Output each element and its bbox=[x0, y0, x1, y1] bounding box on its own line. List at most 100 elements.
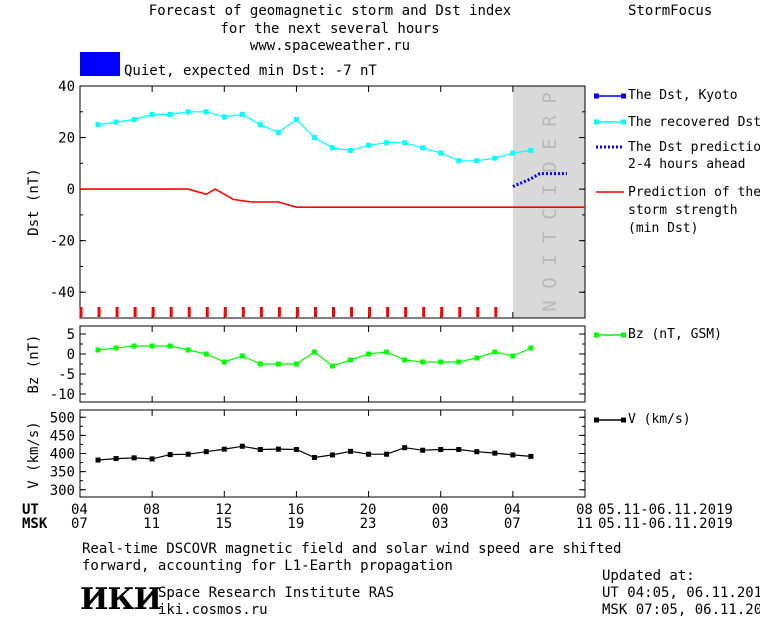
legend-marker bbox=[621, 417, 626, 423]
data-point bbox=[293, 447, 299, 453]
footer-note-2: forward, accounting for L1-Earth propaga… bbox=[82, 558, 453, 574]
data-point bbox=[330, 363, 335, 369]
y-tick-label: 350 bbox=[50, 465, 75, 481]
data-point bbox=[492, 155, 498, 161]
data-point bbox=[311, 349, 317, 355]
data-point bbox=[131, 343, 137, 349]
y-tick-label: -10 bbox=[50, 387, 75, 403]
chart-title-line-1: Forecast of geomagnetic storm and Dst in… bbox=[148, 3, 512, 19]
ut-tick-label: 08 bbox=[143, 502, 160, 518]
prediction-zone bbox=[512, 86, 585, 318]
msk-tick-label: 07 bbox=[503, 516, 521, 532]
y-tick-label: 5 bbox=[67, 327, 75, 343]
legend-strength-1: Prediction of the bbox=[628, 185, 760, 200]
data-point bbox=[203, 351, 209, 357]
y-tick-label: 300 bbox=[50, 483, 75, 499]
ut-tick-label: 04 bbox=[503, 502, 521, 518]
prediction-letter: C bbox=[539, 207, 561, 220]
msk-tick-label: 23 bbox=[359, 516, 377, 532]
institute-site: iki.cosmos.ru bbox=[158, 602, 268, 618]
y-tick-label: 40 bbox=[58, 79, 75, 95]
data-point bbox=[402, 357, 408, 363]
data-point bbox=[438, 359, 444, 365]
legend-marker bbox=[594, 332, 599, 338]
data-point bbox=[510, 150, 516, 156]
ut-axis-label: UT bbox=[22, 502, 39, 518]
series-line bbox=[97, 345, 532, 367]
legend-marker bbox=[621, 332, 626, 338]
data-point bbox=[221, 114, 227, 120]
data-point bbox=[275, 446, 281, 452]
prediction-letter: T bbox=[539, 230, 561, 243]
data-point bbox=[474, 158, 480, 164]
legend-prediction-1: The Dst prediction bbox=[628, 140, 760, 155]
data-point bbox=[149, 111, 155, 117]
y-tick-label: -20 bbox=[50, 234, 75, 250]
msk-tick-label: 11 bbox=[576, 516, 593, 532]
data-point bbox=[149, 456, 155, 462]
data-point bbox=[311, 454, 317, 460]
data-point bbox=[203, 449, 209, 455]
data-point bbox=[420, 447, 426, 453]
chart-title-line-2: for the next several hours bbox=[220, 21, 440, 37]
ut-tick-label: 16 bbox=[287, 502, 305, 518]
data-point bbox=[257, 122, 263, 128]
data-point bbox=[221, 359, 227, 365]
legend-prediction-2: 2-4 hours ahead bbox=[628, 157, 746, 172]
y-axis-label: Dst (nT) bbox=[26, 168, 42, 235]
data-point bbox=[149, 343, 155, 349]
data-point bbox=[528, 147, 534, 153]
institute-name: Space Research Institute RAS bbox=[158, 585, 395, 601]
y-axis-label: Bz (nT) bbox=[26, 334, 42, 393]
data-point bbox=[167, 111, 173, 117]
data-point bbox=[167, 343, 173, 349]
legend-dst-kyoto: The Dst, Kyoto bbox=[628, 88, 738, 103]
data-point bbox=[402, 445, 408, 451]
ut-tick-label: 04 bbox=[71, 502, 88, 518]
data-point bbox=[402, 140, 408, 146]
y-tick-label: 0 bbox=[67, 347, 75, 363]
data-point bbox=[456, 158, 462, 164]
data-point bbox=[185, 347, 191, 353]
msk-tick-label: 03 bbox=[431, 516, 449, 532]
chart-title-line-3: www.spaceweather.ru bbox=[249, 38, 411, 54]
ut-tick-label: 08 bbox=[576, 502, 593, 518]
y-tick-label: 400 bbox=[50, 447, 75, 463]
y-tick-label: 0 bbox=[67, 182, 75, 198]
data-point bbox=[131, 455, 137, 461]
data-point bbox=[348, 357, 354, 363]
data-point bbox=[257, 447, 263, 453]
data-point bbox=[510, 452, 516, 458]
data-point bbox=[275, 361, 281, 367]
data-point bbox=[185, 109, 191, 115]
data-point bbox=[203, 109, 209, 115]
y-tick-label: -40 bbox=[50, 285, 75, 301]
prediction-letter: N bbox=[539, 300, 561, 312]
data-point bbox=[420, 359, 426, 365]
ut-tick-label: 00 bbox=[431, 502, 449, 518]
legend-marker bbox=[621, 119, 626, 125]
iki-logo: ИКИ bbox=[80, 582, 162, 617]
y-axis-label: V (km/s) bbox=[26, 421, 42, 488]
legend-marker bbox=[594, 119, 599, 125]
data-point bbox=[239, 353, 245, 359]
ut-date-range: 05.11-06.11.2019 bbox=[598, 502, 733, 518]
panel-frame bbox=[79, 85, 586, 319]
data-point bbox=[113, 456, 119, 462]
data-point bbox=[492, 450, 498, 456]
y-tick-label: -5 bbox=[58, 367, 75, 383]
series-line bbox=[512, 172, 567, 188]
data-point bbox=[366, 451, 372, 457]
data-point bbox=[293, 117, 299, 123]
updated-ut: UT 04:05, 06.11.2019 bbox=[602, 585, 760, 601]
updated-msk: MSK 07:05, 06.11.2019 bbox=[602, 602, 760, 618]
prediction-letter: I bbox=[539, 254, 561, 266]
legend-recovered: The recovered Dst bbox=[628, 115, 760, 130]
data-point bbox=[510, 353, 516, 359]
footer-note-1: Real-time DSCOVR magnetic field and sola… bbox=[82, 541, 622, 557]
data-point bbox=[420, 145, 426, 151]
data-point bbox=[438, 150, 444, 156]
legend-bz: Bz (nT, GSM) bbox=[628, 327, 722, 342]
